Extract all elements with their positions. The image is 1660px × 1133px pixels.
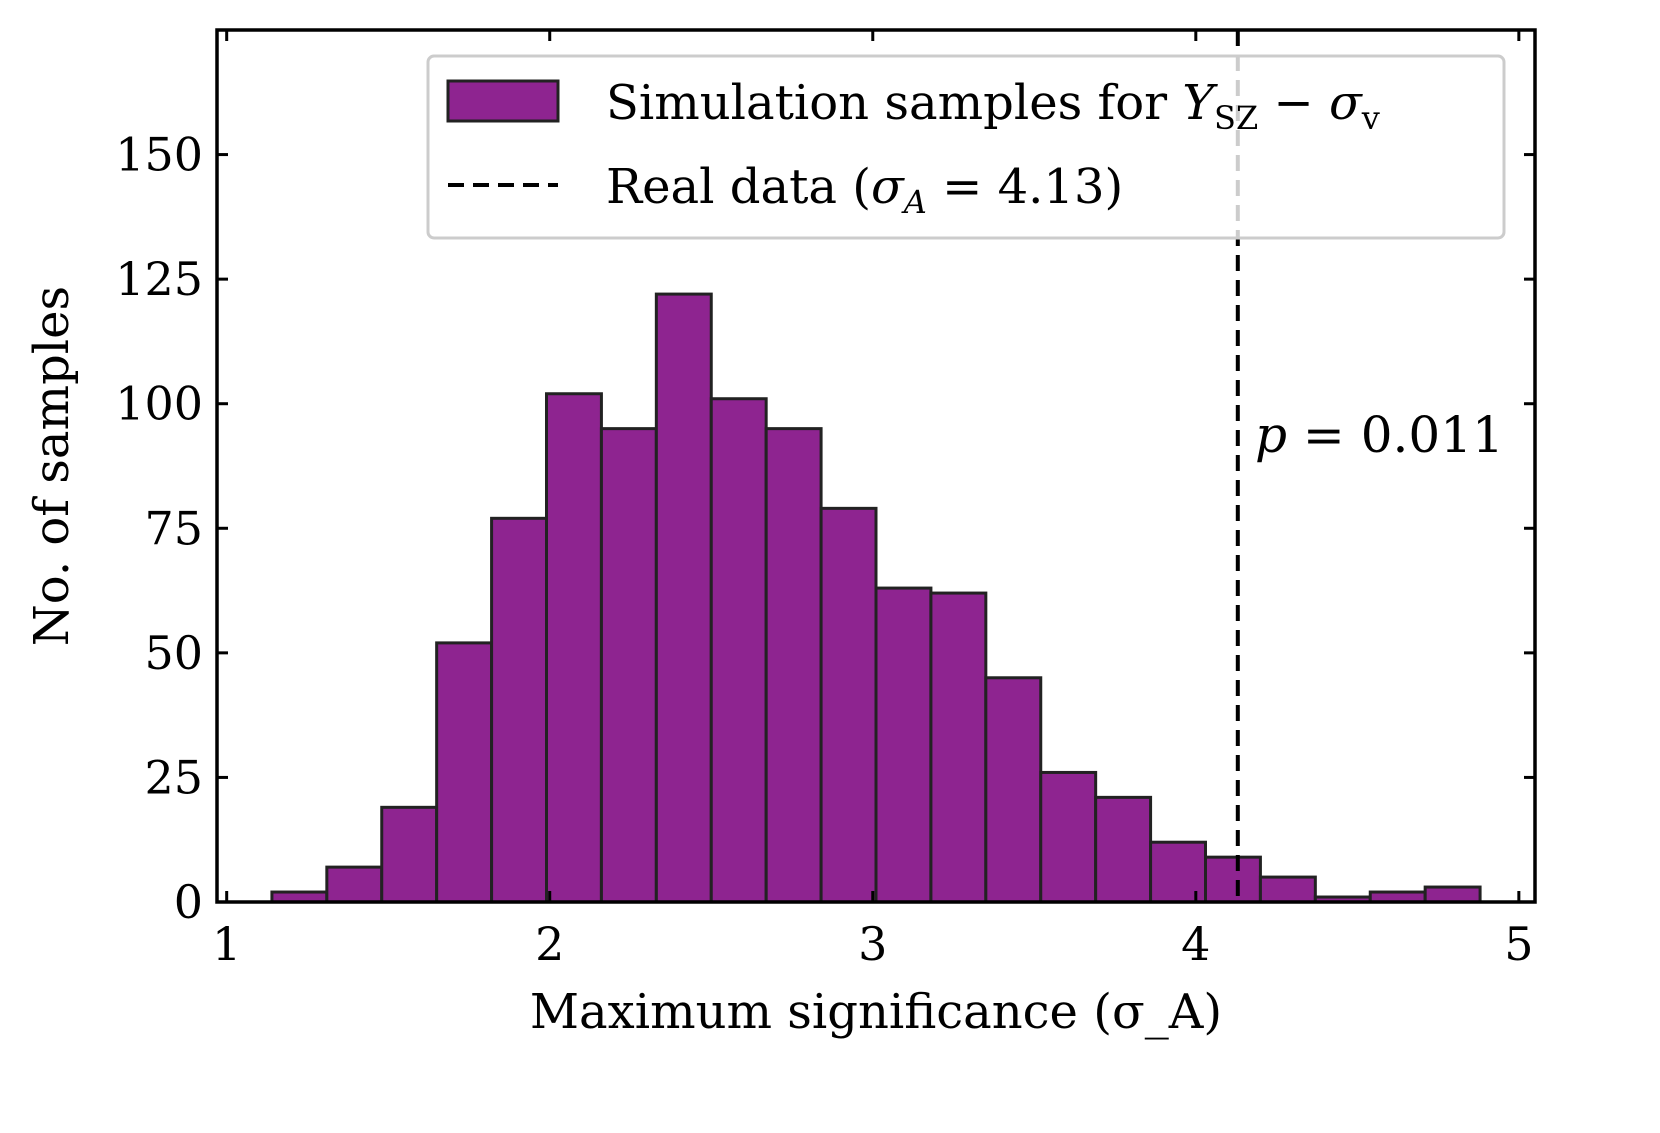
histogram-bar [1094,795,1153,904]
histogram-bar [1423,885,1482,904]
histogram-bar [874,586,933,904]
y-tick-label: 150 [115,128,203,182]
p-value-annotation: p = 0.011 [1255,406,1504,464]
histogram-bar [984,676,1043,904]
histogram-bar [1039,770,1098,904]
histogram-bar [764,427,823,904]
legend-line-prefix: Real data ( [606,159,871,215]
histogram-bar [380,805,439,904]
legend-line-suffix: = 4.13) [927,159,1123,215]
histogram-bar [599,427,658,904]
x-axis-label: Maximum significance (σ_A) [530,984,1222,1040]
legend-line-sigma: σ [871,159,905,215]
histogram-bar [435,641,494,904]
legend-hist-swatch [446,79,560,123]
y-tick-label: 25 [144,750,203,804]
y-tick-label: 0 [174,875,203,929]
histogram-bar [1258,875,1317,904]
histogram-bar [1204,855,1262,904]
histogram-bar [654,292,713,904]
legend-hist-label: Simulation samples for YSZ − σv [606,75,1380,137]
p-symbol: p [1255,406,1287,464]
histogram-bar [545,392,603,904]
y-axis-label: No. of samples [24,286,80,646]
legend-line-label: Real data (σA = 4.13) [606,159,1123,221]
histogram-bar [819,506,878,904]
legend-hist-sigma-sub: v [1361,99,1380,137]
plot-frame [215,28,1537,904]
legend-hist-sigma: σ [1329,75,1363,131]
p-value: = 0.011 [1287,406,1504,464]
y-tick-label: 75 [144,501,203,555]
y-tick-label: 125 [115,252,203,306]
y-tick-label: 50 [144,626,203,680]
histogram-bar [490,516,549,904]
legend-hist-Y: Y [1182,75,1218,131]
legend-box [426,54,1506,240]
y-tick-label: 100 [115,377,203,431]
x-tick-label: 3 [858,917,887,971]
histogram-bar [325,865,384,904]
legend-hist-Y-sub: SZ [1214,99,1258,137]
legend-hist-minus: − [1258,75,1329,131]
x-tick-label: 1 [212,917,241,971]
histogram-bars [270,292,1482,904]
legend-hist-prefix: Simulation samples for [606,75,1182,131]
legend: Simulation samples for YSZ − σv Real dat… [426,54,1506,240]
legend-line-sub: A [901,183,927,221]
histogram-bar [929,591,988,904]
x-tick-label: 4 [1181,917,1210,971]
x-tick-label: 5 [1504,917,1533,971]
x-tick-label: 2 [535,917,564,971]
histogram-bar [709,397,768,904]
